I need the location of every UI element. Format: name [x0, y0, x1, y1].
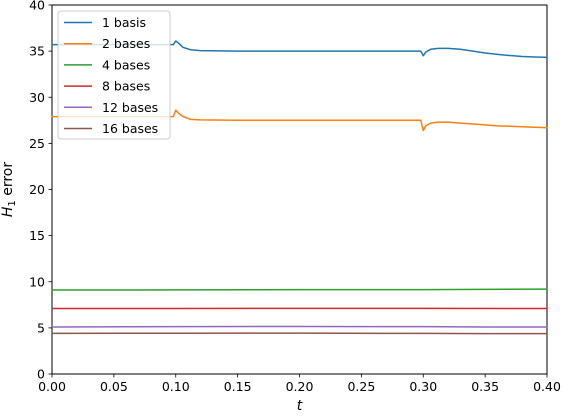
- x-axis-label: t: [297, 398, 303, 414]
- y-tick-label: 20: [29, 182, 45, 197]
- x-tick-label: 0.05: [100, 379, 128, 394]
- legend-label: 16 bases: [102, 121, 158, 136]
- y-axis-label-main: H: [0, 206, 16, 217]
- y-tick-label: 35: [29, 44, 45, 59]
- legend-label: 12 bases: [102, 100, 158, 115]
- series-layer: [51, 40, 548, 335]
- y-tick-label: 40: [29, 0, 45, 13]
- y-tick-label: 10: [29, 274, 45, 289]
- y-tick-label: 25: [29, 136, 45, 151]
- y-axis-label: H1 error: [0, 162, 18, 217]
- x-tick-label: 0.00: [38, 379, 66, 394]
- legend-box: [57, 10, 171, 140]
- x-tick-label: 0.35: [471, 379, 499, 394]
- legend-label: 4 bases: [102, 57, 150, 72]
- y-axis-label-rest: error: [0, 162, 16, 201]
- x-tick-label: 0.30: [409, 379, 437, 394]
- y-tick-label: 0: [37, 367, 45, 382]
- y-axis-label-sub: 1: [7, 200, 18, 206]
- x-tick-label: 0.40: [533, 379, 561, 394]
- legend-label: 8 bases: [102, 79, 150, 94]
- x-tick-label: 0.10: [162, 379, 190, 394]
- series-line-3: [51, 288, 548, 291]
- series-line-1: [51, 40, 548, 59]
- series-line-2: [51, 109, 548, 132]
- x-tick-label: 0.25: [347, 379, 375, 394]
- x-axis: 0.00 0.05 0.10 0.15 0.20 0.25 0.30 0.35 0.40: [38, 374, 561, 394]
- y-tick-label: 5: [37, 320, 45, 335]
- legend: 1 basis 2 bases 4 bases 8 bases 12 bases 16 b…: [57, 10, 171, 140]
- x-tick-label: 0.15: [224, 379, 252, 394]
- legend-label: 2 bases: [102, 36, 150, 51]
- legend-label: 1 basis: [102, 15, 146, 30]
- x-tick-label: 0.20: [286, 379, 314, 394]
- y-tick-label: 30: [29, 90, 45, 105]
- y-tick-label: 15: [29, 228, 45, 243]
- y-axis: 0 5 10 15 20 25 30 35 40: [29, 0, 52, 382]
